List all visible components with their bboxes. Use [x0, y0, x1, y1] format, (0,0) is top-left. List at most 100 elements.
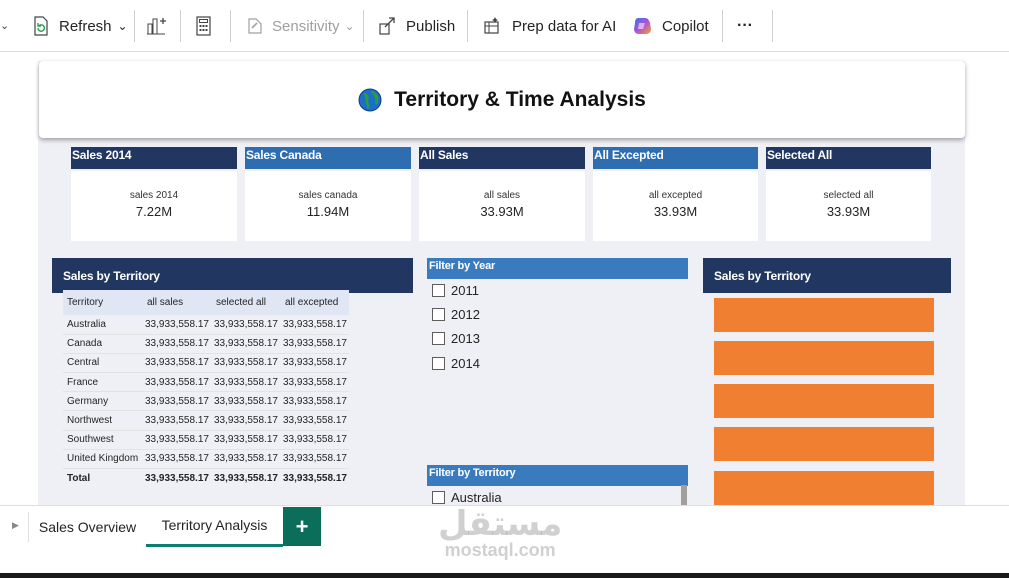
year-option-2014[interactable]: 2014 — [432, 356, 480, 371]
year-filter-header: Filter by Year — [427, 258, 688, 279]
sales-by-territory-table[interactable]: Territory all sales selected all all exc… — [63, 290, 349, 488]
option-label: 2012 — [451, 307, 480, 322]
publish-button[interactable]: Publish — [377, 0, 455, 52]
table-row[interactable]: France 33,933,558.17 33,933,558.17 33,933,5… — [63, 372, 349, 393]
territory-cell: Australia — [63, 315, 143, 335]
chevron-down-icon[interactable]: ⌄ — [0, 20, 10, 32]
checkbox[interactable] — [432, 284, 445, 297]
copilot-button[interactable]: Copilot — [631, 0, 709, 52]
year-option-2012[interactable]: 2012 — [432, 307, 480, 322]
refresh-label: Refresh — [59, 17, 112, 35]
column-header-selected-all[interactable]: selected all — [212, 290, 281, 315]
year-option-2011[interactable]: 2011 — [432, 283, 479, 298]
add-page-button[interactable]: + — [283, 507, 321, 546]
publish-label: Publish — [406, 17, 456, 35]
toolbar-divider — [134, 10, 135, 42]
territory-cell: Central — [63, 353, 143, 374]
calculator-icon — [194, 15, 214, 37]
slicer-scrollbar[interactable] — [681, 485, 687, 505]
table-row[interactable]: Central 33,933,558.17 33,933,558.17 33,933,… — [63, 353, 349, 374]
more-options-button[interactable]: ··· — [737, 0, 753, 52]
watermark-arabic: مستقل — [438, 504, 563, 544]
territory-bar[interactable] — [714, 298, 934, 332]
calculator-button[interactable] — [194, 0, 214, 52]
territory-cell: Northwest — [63, 410, 143, 431]
table-row[interactable]: Canada 33,933,558.17 33,933,558.17 33,933,5… — [63, 334, 349, 354]
kpi-card-selected-all[interactable]: selected all 33.93M — [766, 171, 931, 241]
kpi-label: sales 2014 — [129, 190, 179, 201]
chevron-down-icon: ⌄ — [344, 19, 355, 33]
kpi-label: all excepted — [648, 190, 703, 201]
column-header-all-excepted[interactable]: all excepted — [281, 290, 349, 315]
territory-bar[interactable] — [714, 384, 934, 418]
kpi-label: all sales — [483, 190, 521, 201]
ribbon-toolbar: ⌄ Refresh ⌄ Sensitivity ⌄ Publish — [0, 0, 1009, 52]
value-cell: 33,933,558.17 — [143, 391, 212, 412]
watermark-latin: mostaql.com — [444, 540, 556, 560]
territory-cell: Southwest — [63, 430, 143, 450]
column-header-all-sales[interactable]: all sales — [143, 290, 212, 315]
toolbar-divider — [230, 10, 231, 42]
sensitivity-label: Sensitivity — [272, 17, 340, 35]
value-cell: 33,933,558.17 — [281, 410, 349, 431]
sensitivity-button[interactable]: Sensitivity ⌄ — [246, 0, 355, 52]
watermark: مستقل mostaql.com — [438, 505, 562, 559]
new-visual-button[interactable] — [145, 0, 167, 52]
tab-sales-overview[interactable]: Sales Overview — [29, 506, 146, 547]
territory-bar[interactable] — [714, 341, 934, 375]
territory-bar[interactable] — [714, 471, 934, 505]
year-option-2013[interactable]: 2013 — [432, 331, 480, 346]
prep-data-ai-button[interactable]: Prep data for AI — [483, 0, 616, 52]
territory-bar[interactable] — [714, 427, 934, 461]
territory-cell: France — [63, 372, 143, 393]
table-row[interactable]: Northwest 33,933,558.17 33,933,558.17 33,93… — [63, 410, 349, 431]
checkbox[interactable] — [432, 308, 445, 321]
chevron-down-icon[interactable]: ⌄ — [117, 19, 128, 33]
kpi-card-sales-2014[interactable]: sales 2014 7.22M — [71, 171, 237, 241]
table-row[interactable]: Australia 33,933,558.17 33,933,558.17 33,93… — [63, 315, 349, 335]
table-row[interactable]: Germany 33,933,558.17 33,933,558.17 33,933,… — [63, 391, 349, 412]
tab-territory-analysis[interactable]: Territory Analysis — [146, 506, 283, 547]
toolbar-divider — [363, 10, 364, 42]
checkbox[interactable] — [432, 332, 445, 345]
value-cell: 33,933,558.17 — [143, 353, 212, 374]
toolbar-divider — [467, 10, 468, 42]
table-row[interactable]: Southwest 33,933,558.17 33,933,558.17 33,93… — [63, 430, 349, 450]
value-cell: 33,933,558.17 — [143, 430, 212, 450]
page-tabs-bar: ▶ Sales Overview Territory Analysis + — [0, 505, 1009, 547]
value-cell: 33,933,558.17 — [212, 410, 281, 431]
value-cell: 33,933,558.17 — [281, 353, 349, 374]
checkbox[interactable] — [432, 491, 445, 504]
sensitivity-icon — [246, 16, 264, 36]
scroll-left-icon[interactable]: ▶ — [12, 520, 19, 530]
globe-icon — [358, 88, 382, 112]
publish-icon — [377, 15, 397, 37]
kpi-card-sales-canada[interactable]: sales canada 11.94M — [245, 171, 411, 241]
territory-option-australia[interactable]: Australia — [432, 490, 502, 505]
total-label: Total — [67, 472, 91, 484]
kpi-value: 11.94M — [306, 204, 350, 219]
checkbox[interactable] — [432, 357, 445, 370]
kpi-value: 33.93M — [480, 204, 524, 219]
kpi-header-sales-2014: Sales 2014 — [71, 147, 237, 169]
taskbar-edge — [0, 573, 1009, 578]
value-cell: 33,933,558.17 — [212, 353, 281, 374]
kpi-label: selected all — [823, 190, 874, 201]
title-card[interactable]: Territory & Time Analysis — [39, 61, 965, 138]
option-label: 2014 — [451, 356, 480, 371]
kpi-card-all-excepted[interactable]: all excepted 33.93M — [593, 171, 758, 241]
kpi-header-all-excepted: All Excepted — [593, 147, 758, 169]
value-cell: 33,933,558.17 — [143, 334, 212, 354]
column-header-territory[interactable]: Territory — [63, 290, 143, 315]
table-total-row: Total 33,933,558.17 33,933,558.17 33,933,55… — [63, 469, 349, 488]
value-cell: 33,933,558.17 — [143, 372, 212, 393]
refresh-button[interactable]: Refresh ⌄ — [31, 0, 128, 52]
kpi-card-all-sales[interactable]: all sales 33.93M — [419, 171, 585, 241]
kpi-header-selected-all: Selected All — [766, 147, 931, 169]
territory-cell: United Kingdom — [63, 449, 143, 470]
total-value: 33,933,558.17 — [283, 472, 347, 484]
value-cell: 33,933,558.17 — [281, 391, 349, 412]
kpi-label: sales canada — [298, 190, 358, 201]
territory-cell: Canada — [63, 334, 143, 354]
table-row[interactable]: United Kingdom 33,933,558.17 33,933,558.17… — [63, 449, 349, 470]
